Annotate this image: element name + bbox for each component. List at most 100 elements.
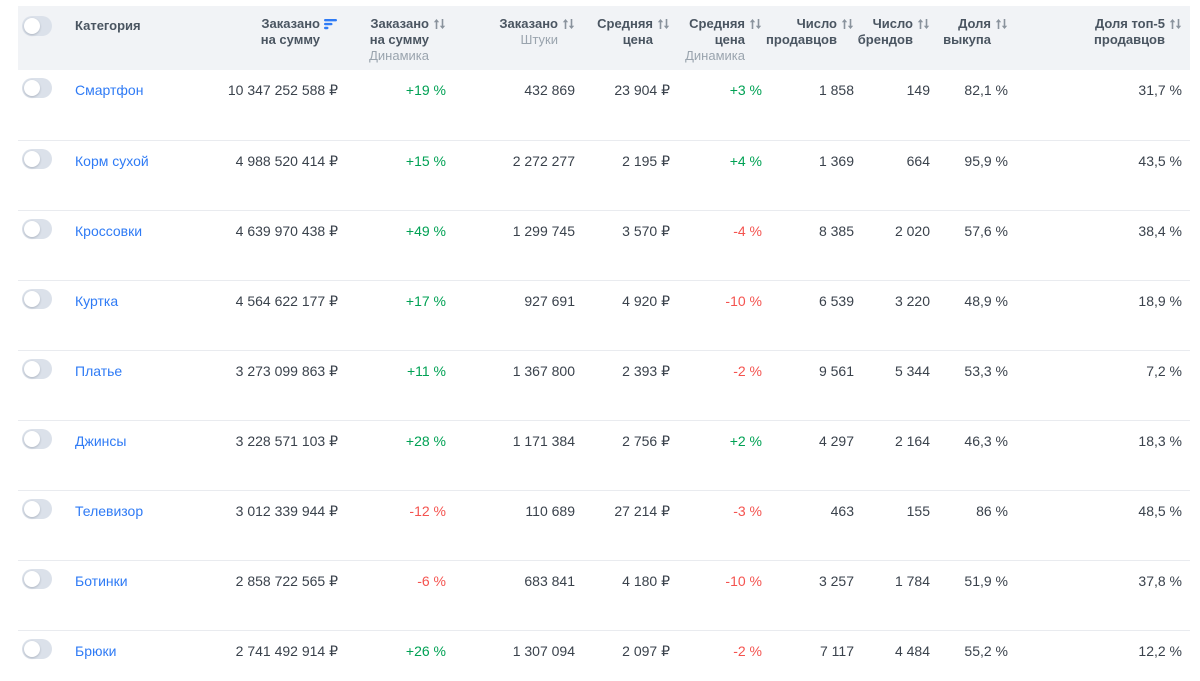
- sort-up-down-icon[interactable]: [917, 18, 930, 30]
- buyout-share-value: 82,1 %: [964, 82, 1008, 98]
- column-label: Средняя: [597, 16, 653, 31]
- sellers-count-value: 1 858: [818, 82, 854, 98]
- sort-up-down-icon[interactable]: [562, 18, 575, 30]
- sort-up-down-icon[interactable]: [749, 18, 762, 30]
- sort-up-down-icon[interactable]: [657, 18, 670, 30]
- table-header: Категория Заказано на сумму Заказано: [18, 6, 1190, 70]
- table-row: Ботинки 2 858 722 565 ₽ -6 % 683 841 4 1…: [18, 559, 1190, 630]
- top5-share-value: 18,9 %: [1016, 279, 1190, 350]
- sellers-count-value: 6 539: [770, 279, 862, 350]
- column-label: продавцов: [766, 32, 837, 47]
- table-row: Куртка 4 564 622 177 ₽ +17 % 927 691 4 9…: [18, 279, 1190, 350]
- ordered-units-value: 1 367 800: [454, 349, 583, 420]
- brands-count-value: 5 344: [862, 349, 938, 420]
- row-toggle-switch[interactable]: [22, 638, 52, 659]
- ordered-sum-dynamics-value: +28 %: [346, 419, 454, 490]
- ordered-sum-value: 4 564 622 177 ₽: [180, 279, 346, 350]
- ordered-sum-dynamics-value: +26 %: [346, 629, 454, 681]
- avg-price-value: 4 180 ₽: [583, 559, 678, 630]
- row-toggle-switch[interactable]: [22, 498, 52, 519]
- category-link[interactable]: Ботинки: [75, 572, 128, 589]
- category-link[interactable]: Смартфон: [75, 82, 144, 98]
- category-cell: Ботинки: [72, 559, 180, 630]
- brands-count-value: 4 484: [862, 629, 938, 681]
- ordered-units-value: 110 689: [454, 489, 583, 560]
- ordered-sum-dynamics-value: +15 %: [346, 139, 454, 210]
- column-header-category[interactable]: Категория: [72, 6, 180, 70]
- ordered-units-value: 927 691: [454, 279, 583, 350]
- brands-count-value: 3 220: [862, 279, 938, 350]
- sort-desc-bars-icon[interactable]: [324, 18, 338, 30]
- buyout-share-value: 95,9 %: [938, 139, 1016, 210]
- category-link[interactable]: Телевизор: [75, 502, 144, 519]
- top5-share-value: 38,4 %: [1016, 209, 1190, 280]
- row-toggle-cell: [18, 559, 72, 630]
- category-link[interactable]: Корм сухой: [75, 152, 149, 169]
- ordered-sum-dynamics-value: -6 %: [346, 559, 454, 630]
- avg-price-value: 3 570 ₽: [583, 209, 678, 280]
- category-link[interactable]: Брюки: [75, 642, 117, 659]
- column-header-toggle-all[interactable]: [18, 6, 72, 70]
- avg-price-value: 2 195 ₽: [583, 139, 678, 210]
- toggle-knob: [24, 150, 40, 167]
- row-toggle-switch[interactable]: [22, 568, 52, 589]
- sort-up-down-icon[interactable]: [841, 18, 854, 30]
- toggle-all-switch[interactable]: [22, 16, 52, 36]
- column-header-ordered-sum[interactable]: Заказано на сумму: [180, 6, 346, 70]
- row-toggle-cell: [18, 209, 72, 280]
- category-cell: Корм сухой: [72, 139, 180, 210]
- column-label: Заказано: [261, 16, 320, 31]
- column-header-ordered-sum-dynamics[interactable]: Заказано на сумму Динамика: [346, 6, 454, 70]
- sort-up-down-icon[interactable]: [1169, 18, 1182, 30]
- row-toggle-switch[interactable]: [22, 218, 52, 239]
- column-label: выкупа: [943, 32, 991, 47]
- column-header-brands-count[interactable]: Число брендов: [858, 6, 938, 70]
- table-row: Джинсы 3 228 571 103 ₽ +28 % 1 171 384 2…: [18, 419, 1190, 490]
- top5-share-value: 7,2 %: [1016, 349, 1190, 420]
- table-row: Кроссовки 4 639 970 438 ₽ +49 % 1 299 74…: [18, 209, 1190, 280]
- column-header-avg-price-dynamics[interactable]: Средняя цена Динамика: [678, 6, 770, 70]
- column-label: Заказано: [499, 16, 558, 31]
- category-link[interactable]: Джинсы: [75, 432, 127, 449]
- column-header-sellers-count[interactable]: Число продавцов: [766, 6, 862, 70]
- buyout-share-value: 57,6 %: [938, 209, 1016, 280]
- column-header-buyout-share[interactable]: Доля выкупа: [938, 6, 1016, 70]
- avg-price-value: 2 097 ₽: [583, 629, 678, 681]
- toggle-knob: [24, 220, 40, 237]
- row-toggle-switch[interactable]: [22, 428, 52, 449]
- sellers-count-value: 7 117: [770, 629, 862, 681]
- category-link[interactable]: Платье: [75, 362, 123, 379]
- column-label: цена: [714, 32, 745, 47]
- row-toggle-switch[interactable]: [22, 358, 52, 379]
- column-header-top5-share[interactable]: Доля топ-5 продавцов: [1016, 6, 1190, 70]
- top5-share-value: 18,3 %: [1016, 419, 1190, 490]
- column-label: Заказано: [370, 16, 429, 31]
- sort-up-down-icon[interactable]: [995, 18, 1008, 30]
- category-link[interactable]: Куртка: [75, 292, 119, 309]
- column-label: Доля: [958, 16, 991, 31]
- ordered-units-value: 2 272 277: [454, 139, 583, 210]
- avg-price-dynamics-value: -2 %: [678, 349, 770, 420]
- sellers-count-value: 463: [770, 489, 862, 560]
- category-cell: Куртка: [72, 279, 180, 350]
- row-toggle-switch[interactable]: [22, 148, 52, 169]
- toggle-knob: [24, 640, 40, 657]
- ordered-sum-value: 2 741 492 914 ₽: [180, 629, 346, 681]
- row-toggle-switch[interactable]: [22, 288, 52, 309]
- row-toggle-cell: [18, 629, 72, 681]
- brands-count-value: 2 020: [862, 209, 938, 280]
- row-toggle-cell: [18, 489, 72, 560]
- column-header-ordered-units[interactable]: Заказано Штуки: [454, 6, 583, 70]
- category-link[interactable]: Кроссовки: [75, 222, 143, 239]
- ordered-sum-value: 2 858 722 565 ₽: [180, 559, 346, 630]
- row-toggle-cell: [18, 139, 72, 210]
- top5-share-value: 43,5 %: [1016, 139, 1190, 210]
- column-label: цена: [622, 32, 653, 47]
- column-label: Категория: [75, 18, 141, 33]
- column-header-avg-price[interactable]: Средняя цена: [583, 6, 678, 70]
- row-toggle-switch[interactable]: [22, 78, 52, 98]
- buyout-share-value: 55,2 %: [938, 629, 1016, 681]
- row-toggle-cell: [18, 349, 72, 420]
- sort-up-down-icon[interactable]: [433, 18, 446, 30]
- column-label: брендов: [857, 32, 913, 47]
